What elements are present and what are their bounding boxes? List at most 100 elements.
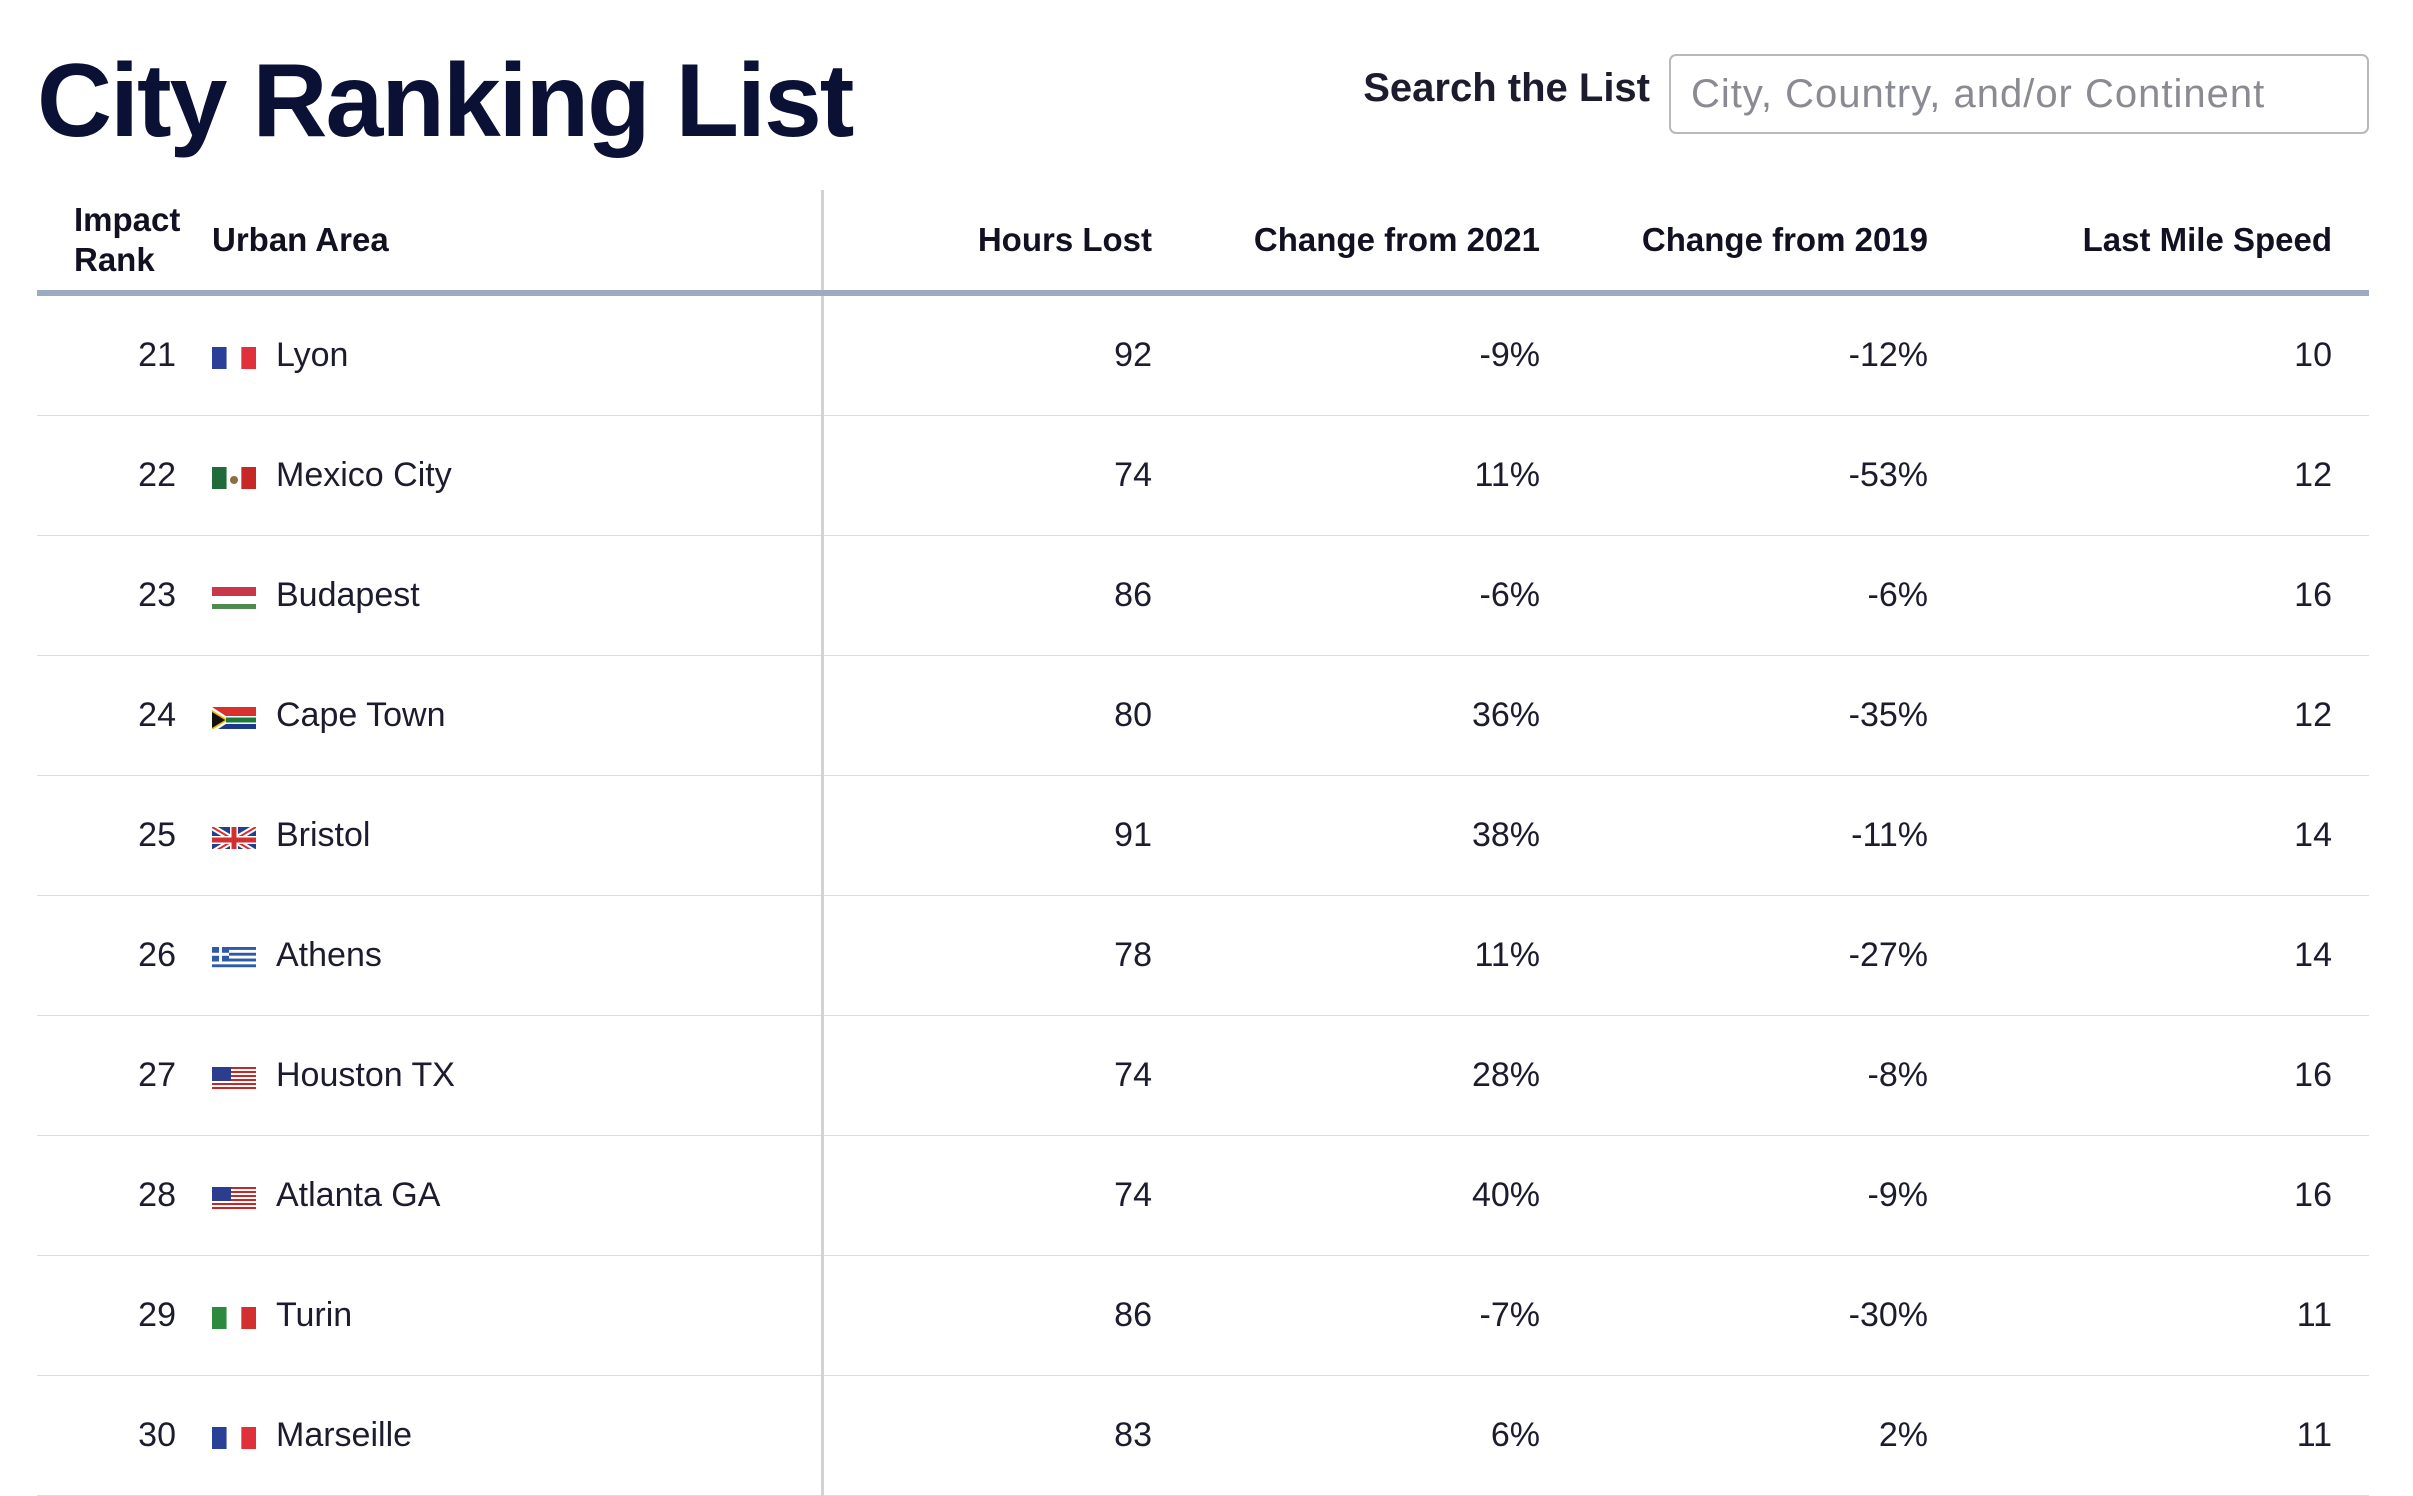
city-name: Marseille — [276, 1416, 413, 1454]
cell-last-mile-speed: 16 — [1965, 1135, 2369, 1256]
cell-change-2019: -9% — [1577, 1135, 1965, 1256]
cell-impact-rank: 24 — [37, 655, 212, 776]
cell-last-mile-speed: 11 — [1965, 1255, 2369, 1376]
city-name: Budapest — [276, 576, 420, 614]
city-name: Turin — [276, 1296, 353, 1334]
cell-change-2019: -27% — [1577, 895, 1965, 1016]
cell-impact-rank: 29 — [37, 1255, 212, 1376]
cell-hours-lost: 86 — [822, 535, 1189, 656]
city-name: Atlanta GA — [276, 1176, 441, 1214]
cell-change-2019: -35% — [1577, 655, 1965, 776]
cell-last-mile-speed: 11 — [1965, 1375, 2369, 1496]
cell-impact-rank: 22 — [37, 415, 212, 536]
column-header-impact-rank[interactable]: Impact Rank — [37, 190, 212, 296]
column-header-change-2021[interactable]: Change from 2021 — [1189, 190, 1577, 296]
uk-flag-icon — [212, 823, 256, 849]
cell-hours-lost: 78 — [822, 895, 1189, 1016]
cell-last-mile-speed: 10 — [1965, 293, 2369, 416]
cell-change-2019: -12% — [1577, 293, 1965, 416]
cell-impact-rank: 21 — [37, 293, 212, 416]
page-title: City Ranking List — [37, 43, 854, 159]
search-input[interactable] — [1669, 54, 2369, 134]
column-header-change-2019[interactable]: Change from 2019 — [1577, 190, 1965, 296]
cell-last-mile-speed: 12 — [1965, 655, 2369, 776]
table-row[interactable]: 23 Budapest 86 -6% -6% 16 — [37, 535, 2369, 656]
cell-hours-lost: 91 — [822, 775, 1189, 896]
cell-impact-rank: 28 — [37, 1135, 212, 1256]
cell-change-2019: -6% — [1577, 535, 1965, 656]
table-row[interactable]: 24 Cape Town 80 36% -35% 12 — [37, 655, 2369, 776]
cell-change-2019: -53% — [1577, 415, 1965, 536]
cell-last-mile-speed: 12 — [1965, 415, 2369, 536]
mexico-flag-icon — [212, 463, 256, 489]
cell-change-2019: -11% — [1577, 775, 1965, 896]
table-row[interactable]: 22 Mexico City 74 11% -53% 12 — [37, 415, 2369, 536]
cell-impact-rank: 25 — [37, 775, 212, 896]
cell-last-mile-speed: 14 — [1965, 895, 2369, 1016]
column-header-hours-lost[interactable]: Hours Lost — [822, 190, 1189, 296]
table-row[interactable]: 30 Marseille 83 6% 2% 11 — [37, 1375, 2369, 1496]
france-flag-icon — [212, 343, 256, 369]
cell-hours-lost: 74 — [822, 415, 1189, 536]
search-label: Search the List — [1363, 66, 1650, 110]
cell-urban-area: Athens — [212, 895, 824, 1016]
cell-hours-lost: 80 — [822, 655, 1189, 776]
cell-last-mile-speed: 16 — [1965, 535, 2369, 656]
column-header-urban-area[interactable]: Urban Area — [212, 190, 824, 296]
cell-change-2019: -8% — [1577, 1015, 1965, 1136]
cell-urban-area: Mexico City — [212, 415, 824, 536]
cell-change-2021: 36% — [1189, 655, 1577, 776]
cell-change-2021: -7% — [1189, 1255, 1577, 1376]
cell-change-2021: 28% — [1189, 1015, 1577, 1136]
cell-urban-area: Budapest — [212, 535, 824, 656]
italy-flag-icon — [212, 1303, 256, 1329]
cell-change-2021: -6% — [1189, 535, 1577, 656]
cell-hours-lost: 74 — [822, 1135, 1189, 1256]
france-flag-icon — [212, 1423, 256, 1449]
city-name: Lyon — [276, 336, 349, 374]
usa-flag-icon — [212, 1063, 256, 1089]
cell-urban-area: Cape Town — [212, 655, 824, 776]
cell-hours-lost: 83 — [822, 1375, 1189, 1496]
cell-hours-lost: 74 — [822, 1015, 1189, 1136]
cell-hours-lost: 86 — [822, 1255, 1189, 1376]
south-africa-flag-icon — [212, 703, 256, 729]
impact-rank-label: Impact Rank — [74, 201, 181, 278]
cell-impact-rank: 26 — [37, 895, 212, 1016]
cell-urban-area: Turin — [212, 1255, 824, 1376]
city-name: Athens — [276, 936, 382, 974]
usa-flag-icon — [212, 1183, 256, 1209]
column-header-last-mile-speed[interactable]: Last Mile Speed — [1965, 190, 2369, 296]
cell-change-2019: -30% — [1577, 1255, 1965, 1376]
city-name: Cape Town — [276, 696, 446, 734]
city-name: Houston TX — [276, 1056, 455, 1094]
table-row[interactable]: 28 Atlanta GA 74 40% -9% 16 — [37, 1135, 2369, 1256]
table-row[interactable]: 27 Houston TX 74 28% -8% 16 — [37, 1015, 2369, 1136]
city-ranking-table: Impact Rank Urban Area Hours Lost Change… — [37, 190, 2369, 1496]
table-row[interactable]: 29 Turin 86 -7% -30% 11 — [37, 1255, 2369, 1376]
cell-change-2021: -9% — [1189, 293, 1577, 416]
cell-change-2021: 40% — [1189, 1135, 1577, 1256]
table-row[interactable]: 21 Lyon 92 -9% -12% 10 — [37, 293, 2369, 416]
cell-last-mile-speed: 14 — [1965, 775, 2369, 896]
table-row[interactable]: 26 Athens 78 11% -27% 14 — [37, 895, 2369, 1016]
table-header-row: Impact Rank Urban Area Hours Lost Change… — [37, 190, 2369, 296]
cell-urban-area: Atlanta GA — [212, 1135, 824, 1256]
cell-urban-area: Houston TX — [212, 1015, 824, 1136]
cell-urban-area: Lyon — [212, 293, 824, 416]
cell-hours-lost: 92 — [822, 293, 1189, 416]
cell-urban-area: Bristol — [212, 775, 824, 896]
cell-change-2021: 11% — [1189, 415, 1577, 536]
city-name: Mexico City — [276, 456, 452, 494]
cell-change-2019: 2% — [1577, 1375, 1965, 1496]
cell-change-2021: 38% — [1189, 775, 1577, 896]
table-row[interactable]: 25 Bristol 91 38% -11% 14 — [37, 775, 2369, 896]
greece-flag-icon — [212, 943, 256, 969]
cell-impact-rank: 23 — [37, 535, 212, 656]
cell-change-2021: 6% — [1189, 1375, 1577, 1496]
cell-last-mile-speed: 16 — [1965, 1015, 2369, 1136]
cell-urban-area: Marseille — [212, 1375, 824, 1496]
hungary-flag-icon — [212, 583, 256, 609]
cell-impact-rank: 30 — [37, 1375, 212, 1496]
city-name: Bristol — [276, 816, 371, 854]
